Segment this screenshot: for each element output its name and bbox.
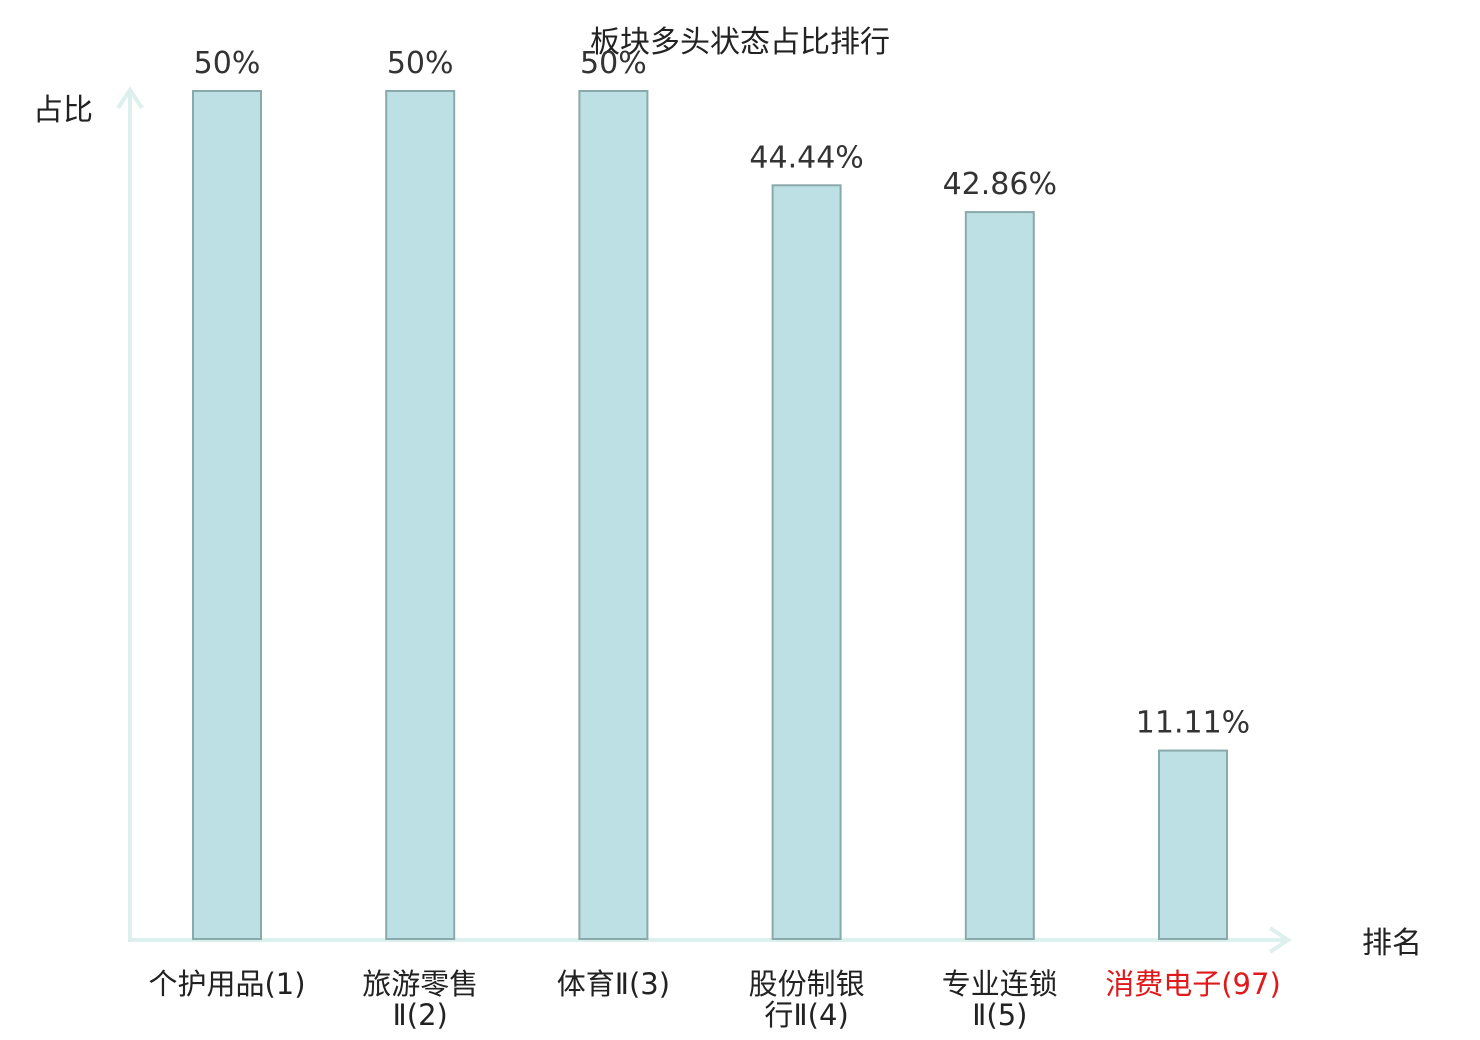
x-tick-label-6: 消费电子(97) bbox=[1105, 967, 1281, 1001]
bar-5 bbox=[964, 211, 1035, 940]
x-tick-label-5-line-1: 专业连锁 bbox=[942, 967, 1058, 1001]
value-labels-group: 50% 50% 50% 44.44% 42.86% 11.11% bbox=[194, 46, 1251, 741]
x-tick-label-5-line-2: Ⅱ(5) bbox=[972, 998, 1027, 1032]
bar-2 bbox=[385, 90, 456, 940]
bars-group bbox=[192, 90, 1228, 940]
x-axis-label: 排名 bbox=[1362, 926, 1422, 961]
x-tick-label-4-line-2: 行Ⅱ(4) bbox=[764, 998, 848, 1032]
value-label-5: 42.86% bbox=[943, 167, 1057, 202]
x-axis bbox=[128, 926, 1292, 954]
value-label-3: 50% bbox=[580, 46, 647, 81]
value-label-1: 50% bbox=[194, 46, 261, 81]
value-label-6: 11.11% bbox=[1136, 706, 1250, 741]
value-label-2: 50% bbox=[387, 46, 454, 81]
bar-6 bbox=[1158, 749, 1228, 940]
x-tick-label-2-line-2: Ⅱ(2) bbox=[393, 998, 448, 1032]
y-axis-label: 占比 bbox=[33, 93, 93, 128]
chart-title: 板块多头状态占比排行 bbox=[590, 25, 890, 60]
bar-4 bbox=[771, 184, 842, 940]
y-axis bbox=[116, 86, 144, 940]
bar-1 bbox=[192, 90, 262, 940]
value-label-4: 44.44% bbox=[749, 140, 863, 175]
bar-3 bbox=[578, 90, 649, 940]
x-tick-label-2-line-1: 旅游零售 bbox=[362, 967, 478, 1001]
x-tick-label-1: 个护用品(1) bbox=[148, 967, 305, 1001]
x-tick-label-3: 体育Ⅱ(3) bbox=[557, 967, 670, 1001]
x-tick-label-4-line-1: 股份制银 bbox=[749, 967, 865, 1001]
